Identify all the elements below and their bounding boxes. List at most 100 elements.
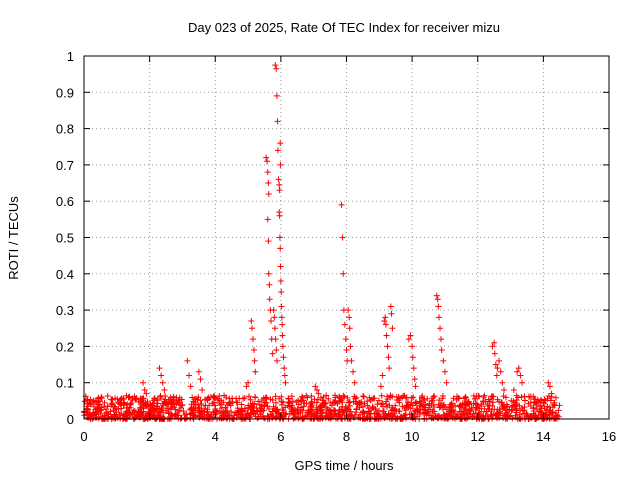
data-point: [248, 317, 255, 324]
baseline-point: [322, 410, 329, 417]
baseline-point: [550, 401, 557, 408]
baseline-point: [440, 406, 447, 413]
data-point: [159, 379, 166, 386]
baseline-point: [238, 401, 245, 408]
data-point: [277, 263, 284, 270]
baseline-point: [246, 393, 253, 400]
baseline-point: [470, 400, 477, 407]
x-tick-label: 2: [146, 429, 153, 444]
data-point: [405, 336, 412, 343]
baseline-point: [111, 415, 118, 422]
y-tick-label: 0.4: [56, 267, 74, 282]
baseline-point: [172, 411, 179, 418]
baseline-point: [392, 402, 399, 409]
baseline-point: [272, 393, 279, 400]
baseline-point: [104, 415, 111, 422]
data-point: [379, 372, 386, 379]
baseline-point: [146, 414, 153, 421]
baseline-point: [122, 414, 129, 421]
data-point: [515, 365, 522, 372]
baseline-point: [84, 405, 91, 412]
baseline-point: [429, 397, 436, 404]
y-tick-label: 0.3: [56, 303, 74, 318]
baseline-point: [107, 408, 114, 415]
data-point: [197, 376, 204, 383]
baseline-point: [156, 409, 163, 416]
baseline-point: [512, 412, 519, 419]
baseline-point: [461, 407, 468, 414]
data-point: [187, 383, 194, 390]
baseline-point: [537, 403, 544, 410]
baseline-point: [282, 404, 289, 411]
baseline-point: [380, 408, 387, 415]
baseline-point: [463, 409, 470, 416]
baseline-point: [180, 408, 187, 415]
baseline-point: [162, 396, 169, 403]
baseline-point: [492, 412, 499, 419]
x-tick-label: 10: [405, 429, 419, 444]
baseline-point: [343, 405, 350, 412]
data-point: [491, 339, 498, 346]
data-point: [493, 372, 500, 379]
data-point: [273, 347, 280, 354]
data-point: [143, 390, 150, 397]
data-point: [265, 238, 272, 245]
baseline-point: [158, 404, 165, 411]
baseline-point: [509, 415, 516, 422]
baseline-point: [294, 405, 301, 412]
baseline-point: [425, 406, 432, 413]
x-tick-label: 8: [343, 429, 350, 444]
baseline-point: [329, 399, 336, 406]
baseline-point: [437, 403, 444, 410]
data-point: [438, 347, 445, 354]
baseline-point: [419, 394, 426, 401]
data-point: [339, 234, 346, 241]
data-point: [265, 270, 272, 277]
baseline-point: [288, 408, 295, 415]
baseline-point: [513, 405, 520, 412]
baseline-point: [462, 400, 469, 407]
baseline-point: [374, 411, 381, 418]
data-point: [266, 296, 273, 303]
data-point: [385, 354, 392, 361]
x-tick-label: 16: [602, 429, 616, 444]
grid-lines: [84, 56, 609, 419]
baseline-point: [388, 404, 395, 411]
baseline-point: [266, 405, 273, 412]
baseline-point: [213, 409, 220, 416]
baseline-point: [462, 393, 469, 400]
data-point: [497, 368, 504, 375]
x-axis-ticks: 0 2 4 6 8 10 12 14 16: [80, 56, 616, 444]
data-point: [315, 390, 322, 397]
baseline-point: [323, 392, 330, 399]
baseline-point: [197, 397, 204, 404]
baseline-point: [540, 400, 547, 407]
data-point: [548, 390, 555, 397]
baseline-point: [152, 412, 159, 419]
data-point: [438, 336, 444, 343]
data-point: [275, 176, 282, 183]
baseline-point: [288, 393, 295, 400]
baseline-point: [547, 397, 554, 404]
data-point: [346, 325, 353, 332]
data-point: [437, 325, 444, 332]
baseline-point: [211, 402, 218, 409]
data-point: [249, 325, 255, 332]
data-point: [282, 379, 289, 386]
baseline-point: [211, 394, 218, 401]
y-tick-label: 0: [67, 412, 74, 427]
baseline-point: [456, 403, 463, 410]
y-tick-label: 0.1: [56, 376, 74, 391]
baseline-point: [346, 402, 353, 409]
baseline-point: [191, 396, 198, 403]
x-tick-label: 6: [277, 429, 284, 444]
baseline-point: [555, 407, 562, 414]
baseline-point: [498, 399, 505, 406]
baseline-point: [157, 393, 164, 400]
baseline-point: [385, 411, 392, 418]
baseline-point: [84, 396, 91, 403]
baseline-point: [118, 396, 125, 403]
data-point: [440, 357, 447, 364]
baseline-point: [473, 392, 480, 399]
data-point: [268, 317, 275, 324]
